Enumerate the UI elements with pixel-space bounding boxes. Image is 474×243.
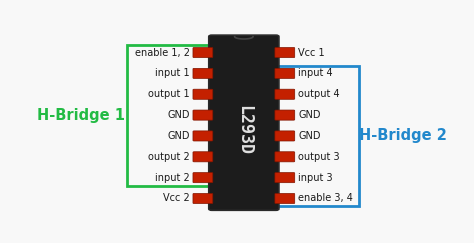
FancyBboxPatch shape xyxy=(193,173,213,183)
Text: output 3: output 3 xyxy=(298,152,340,162)
Text: output 4: output 4 xyxy=(298,89,340,99)
FancyBboxPatch shape xyxy=(275,131,295,141)
FancyBboxPatch shape xyxy=(275,47,295,58)
Text: output 1: output 1 xyxy=(148,89,190,99)
FancyBboxPatch shape xyxy=(193,68,213,78)
FancyBboxPatch shape xyxy=(209,35,279,210)
Bar xyxy=(127,45,221,185)
Text: enable 1, 2: enable 1, 2 xyxy=(135,48,190,58)
Text: L293D: L293D xyxy=(235,104,253,155)
Text: GND: GND xyxy=(167,110,190,120)
Text: GND: GND xyxy=(298,110,320,120)
Text: input 3: input 3 xyxy=(298,173,333,183)
FancyBboxPatch shape xyxy=(193,47,213,58)
FancyBboxPatch shape xyxy=(275,68,295,78)
FancyBboxPatch shape xyxy=(193,152,213,162)
Text: input 1: input 1 xyxy=(155,68,190,78)
Text: H-Bridge 2: H-Bridge 2 xyxy=(359,129,447,143)
Text: input 4: input 4 xyxy=(298,68,333,78)
FancyBboxPatch shape xyxy=(275,110,295,120)
Text: GND: GND xyxy=(167,131,190,141)
FancyBboxPatch shape xyxy=(193,110,213,120)
Bar xyxy=(266,66,359,206)
FancyBboxPatch shape xyxy=(275,152,295,162)
Text: input 2: input 2 xyxy=(155,173,190,183)
Text: GND: GND xyxy=(298,131,320,141)
FancyBboxPatch shape xyxy=(193,89,213,99)
FancyBboxPatch shape xyxy=(275,193,295,204)
Text: H-Bridge 1: H-Bridge 1 xyxy=(37,108,125,123)
FancyBboxPatch shape xyxy=(193,131,213,141)
FancyBboxPatch shape xyxy=(275,173,295,183)
Text: Vcc 1: Vcc 1 xyxy=(298,48,325,58)
Text: Vcc 2: Vcc 2 xyxy=(163,193,190,203)
FancyBboxPatch shape xyxy=(275,89,295,99)
Text: output 2: output 2 xyxy=(148,152,190,162)
FancyBboxPatch shape xyxy=(193,193,213,204)
Text: enable 3, 4: enable 3, 4 xyxy=(298,193,353,203)
